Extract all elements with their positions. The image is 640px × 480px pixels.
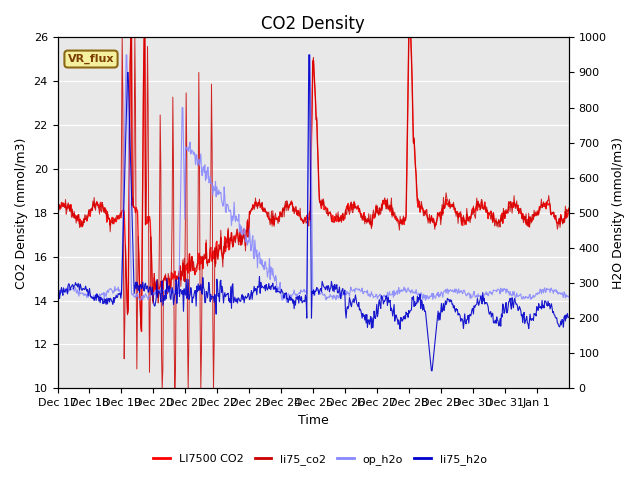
Title: CO2 Density: CO2 Density bbox=[261, 15, 365, 33]
Text: VR_flux: VR_flux bbox=[68, 54, 115, 64]
Legend: LI7500 CO2, li75_co2, op_h2o, li75_h2o: LI7500 CO2, li75_co2, op_h2o, li75_h2o bbox=[148, 450, 492, 469]
X-axis label: Time: Time bbox=[298, 414, 328, 427]
Y-axis label: H2O Density (mmol/m3): H2O Density (mmol/m3) bbox=[612, 137, 625, 289]
Y-axis label: CO2 Density (mmol/m3): CO2 Density (mmol/m3) bbox=[15, 137, 28, 288]
